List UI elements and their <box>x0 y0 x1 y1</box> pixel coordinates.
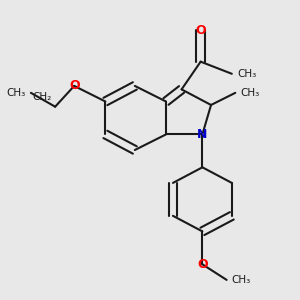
Text: O: O <box>69 80 80 92</box>
Text: CH₂: CH₂ <box>32 92 52 101</box>
Text: CH₃: CH₃ <box>241 88 260 98</box>
Text: CH₃: CH₃ <box>232 275 251 285</box>
Text: N: N <box>197 128 208 141</box>
Text: O: O <box>197 258 208 271</box>
Text: O: O <box>195 24 206 37</box>
Text: CH₃: CH₃ <box>237 69 256 79</box>
Text: CH₃: CH₃ <box>7 88 26 98</box>
